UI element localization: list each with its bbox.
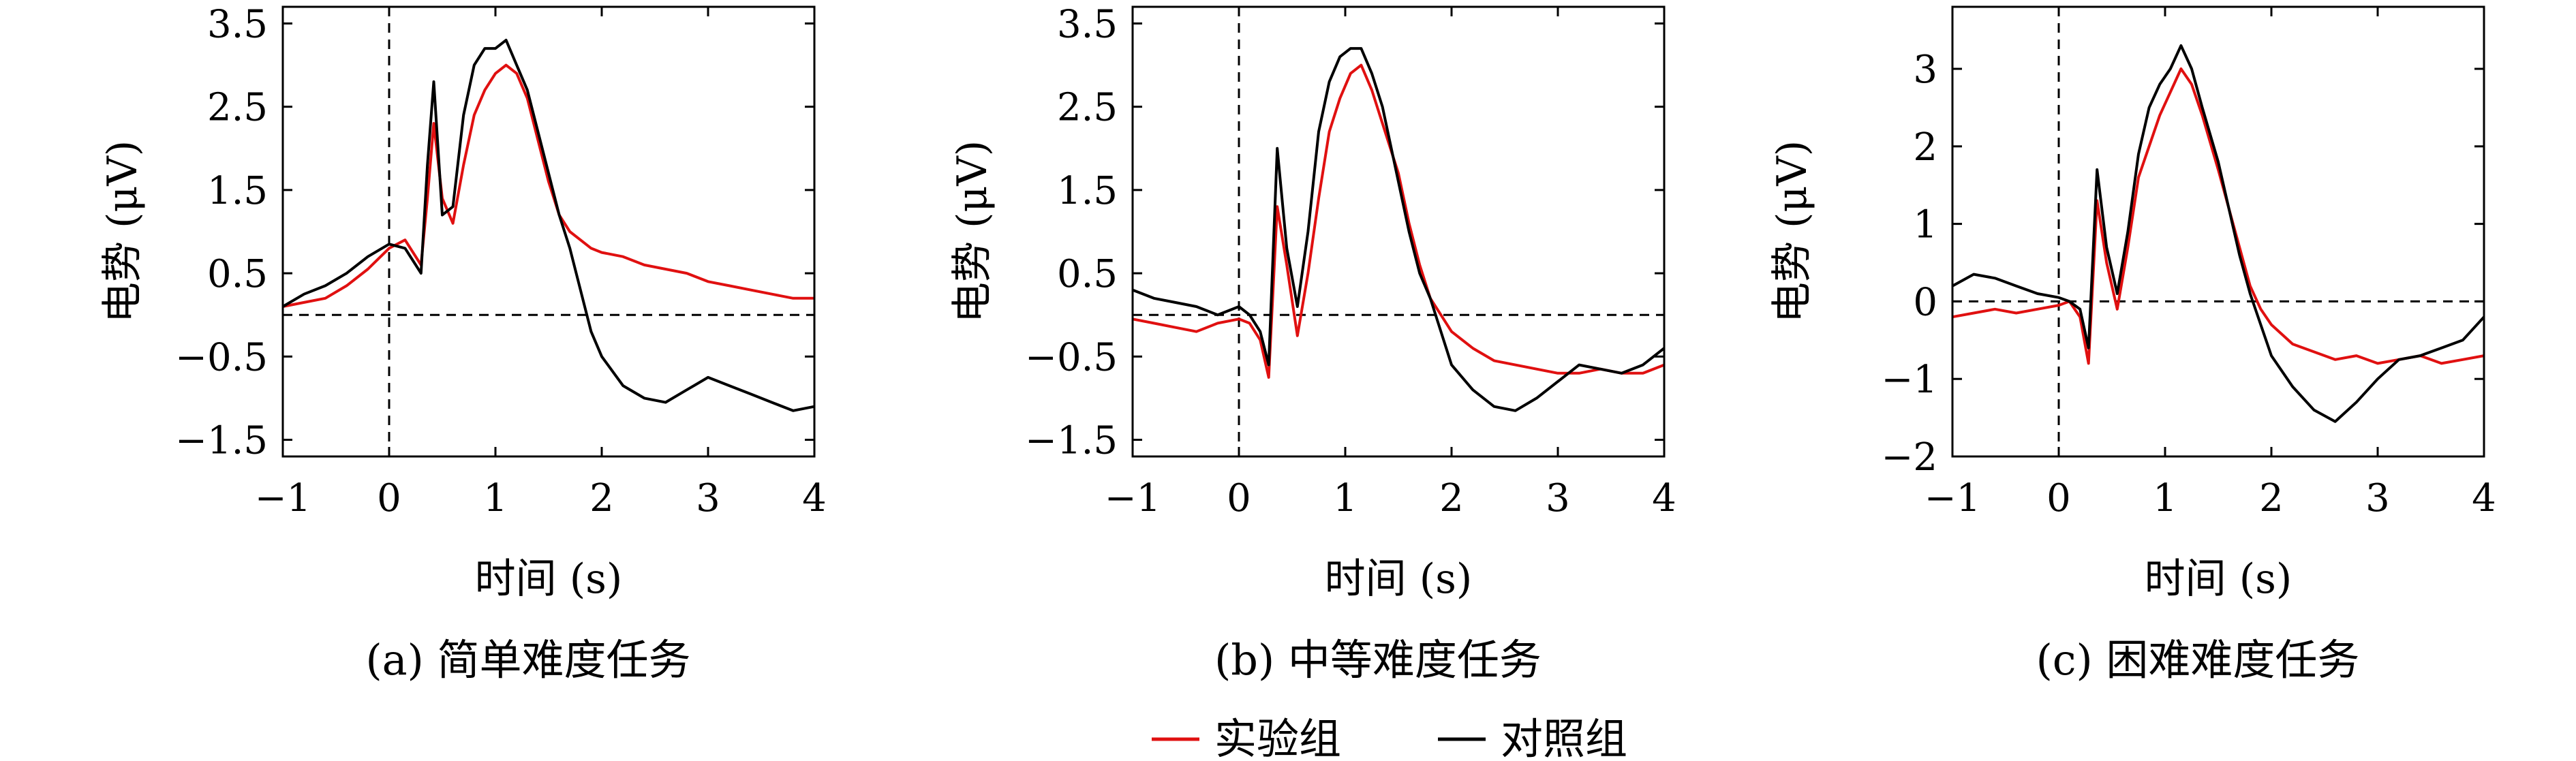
y-tick-label: 2.5 [207, 86, 268, 130]
panel-1: −1 0 1 2 3 4 −1.5 −0.5 0.5 1.5 2.5 3.5 时间 (s) 电势 (μV)… [949, 2, 1676, 685]
y-tick-label: −1.5 [1025, 419, 1118, 463]
series-line-control [1952, 44, 2485, 423]
panel-caption: (a) 简单难度任务 [365, 635, 690, 685]
y-axis-label: 电势 (μV) [949, 140, 996, 323]
series-line-experimental [1952, 67, 2485, 365]
y-axis-label: 电势 (μV) [99, 140, 147, 323]
x-tick-label: −1 [1105, 476, 1161, 521]
legend: 实验组 对照组 [1152, 714, 1627, 761]
series-line-experimental [1132, 63, 1665, 379]
y-tick-label: −2 [1881, 435, 1937, 480]
y-tick-label: 1.5 [207, 169, 268, 213]
legend-label-experimental: 实验组 [1214, 714, 1341, 761]
y-tick-label: 3.5 [1057, 2, 1118, 46]
x-tick-label: 1 [1333, 476, 1358, 521]
x-tick-label: −1 [255, 476, 311, 521]
y-tick-label: 1 [1913, 203, 1937, 247]
x-tick-label: 4 [802, 476, 827, 521]
x-tick-label: 2 [2259, 476, 2284, 521]
plot-frame [1951, 5, 2485, 458]
y-tick-label: 1.5 [1057, 169, 1118, 213]
series-line-control [1132, 47, 1666, 412]
x-tick-label: 3 [2365, 476, 2390, 521]
y-tick-label: −1 [1881, 358, 1937, 402]
chart-panels: −1 0 1 2 3 4 −1.5 −0.5 0.5 1.5 2.5 3.5 时间 (s) 电势 (μV)… [99, 2, 2496, 685]
y-tick-label: 2.5 [1057, 86, 1118, 130]
plot-frame [1131, 5, 1666, 458]
x-tick-label: 0 [1227, 476, 1251, 521]
x-tick-label: 2 [1439, 476, 1464, 521]
y-tick-label: −0.5 [175, 335, 268, 379]
y-tick-label: 3 [1913, 48, 1937, 92]
x-tick-label: 0 [2046, 476, 2071, 521]
x-tick-label: 4 [2472, 476, 2496, 521]
panel-0: −1 0 1 2 3 4 −1.5 −0.5 0.5 1.5 2.5 3.5 时间 (s) 电势 (μV)… [99, 2, 827, 685]
x-axis-label: 时间 (s) [2145, 555, 2293, 603]
y-tick-label: −0.5 [1025, 335, 1118, 379]
y-tick-label: 0.5 [1057, 252, 1118, 296]
series-line-experimental [282, 63, 814, 308]
y-tick-label: 2 [1913, 125, 1937, 170]
y-tick-label: 0 [1913, 280, 1937, 324]
x-tick-label: 1 [2153, 476, 2177, 521]
x-tick-label: 3 [696, 476, 720, 521]
legend-label-control: 对照组 [1501, 714, 1627, 761]
y-tick-label: −1.5 [175, 419, 268, 463]
x-axis-label: 时间 (s) [1325, 555, 1473, 603]
x-tick-label: 0 [377, 476, 401, 521]
y-tick-label: 0.5 [207, 252, 268, 296]
x-axis-label: 时间 (s) [475, 555, 623, 603]
x-tick-label: 2 [589, 476, 614, 521]
x-tick-label: −1 [1925, 476, 1981, 521]
x-tick-label: 1 [483, 476, 508, 521]
x-tick-label: 3 [1546, 476, 1570, 521]
x-tick-label: 4 [1652, 476, 1676, 521]
series-line-control [281, 38, 815, 412]
panel-caption: (b) 中等难度任务 [1214, 635, 1542, 685]
y-tick-label: 3.5 [207, 2, 268, 46]
y-axis-label: 电势 (μV) [1768, 140, 1816, 323]
panel-caption: (c) 困难难度任务 [2036, 635, 2360, 685]
plot-frame [281, 5, 816, 458]
